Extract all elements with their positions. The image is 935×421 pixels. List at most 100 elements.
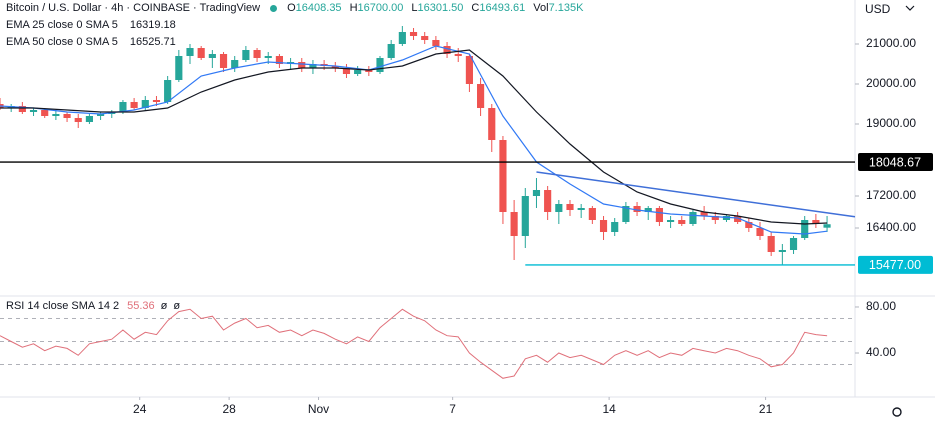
indicator-name: EMA 50 close 0 SMA 5 xyxy=(6,36,118,48)
candle-body xyxy=(599,220,608,232)
rsi-line xyxy=(0,308,828,379)
candle-body xyxy=(409,32,418,36)
candle-body xyxy=(398,32,406,44)
candle-body xyxy=(197,48,205,58)
candle-body xyxy=(745,222,753,228)
rsi-values: 55.36 ø ø xyxy=(127,300,180,312)
rsi-value: 55.36 xyxy=(127,300,155,312)
candle-body xyxy=(655,208,663,222)
candle-body xyxy=(208,54,216,58)
candle-body xyxy=(387,44,395,58)
time-tick-label: 7 xyxy=(449,402,456,416)
price-tick-label: 21000.00 xyxy=(866,36,916,50)
candle-body xyxy=(253,50,261,58)
symbol-legend: Bitcoin / U.S. Dollar · 4h · COINBASE · … xyxy=(6,2,583,14)
indicator-legend: EMA 25 close 0 SMA 5 16319.18 xyxy=(6,19,176,31)
ohlc-item: O 16408.35 xyxy=(287,2,341,14)
ohlc-label: L xyxy=(411,2,418,14)
candle-body xyxy=(622,206,630,222)
time-tick-label: 24 xyxy=(133,402,147,416)
indicator-value: 16525.71 xyxy=(129,36,176,48)
ohlc-item: L 16301.50 xyxy=(411,2,463,14)
candle-body xyxy=(588,208,596,220)
candle-body xyxy=(219,54,228,68)
level-label-box xyxy=(858,153,933,172)
time-tick-label: Nov xyxy=(308,402,329,416)
candle-body xyxy=(611,222,619,232)
currency-arrow[interactable] xyxy=(905,5,915,11)
rsi-legend: RSI 14 close SMA 14 2 55.36 ø ø xyxy=(6,300,180,312)
ema-line xyxy=(0,49,828,225)
candle-body xyxy=(175,56,183,80)
candle-body xyxy=(711,216,719,220)
settings-icon[interactable] xyxy=(892,407,902,417)
ohlc-label: H xyxy=(349,2,358,14)
candle-body xyxy=(488,108,496,140)
candle-body xyxy=(119,102,127,112)
candle-body xyxy=(309,64,317,68)
time-tick-label: 21 xyxy=(759,402,773,416)
candle-body xyxy=(532,190,541,196)
price-tick-label: 19000.00 xyxy=(866,116,916,130)
candle-body xyxy=(555,204,563,212)
ohlc-item: Vol 7.135K xyxy=(533,2,583,14)
candle-body xyxy=(29,110,38,112)
candle-body xyxy=(152,100,161,102)
indicator-legend: EMA 50 close 0 SMA 5 16525.71 xyxy=(6,36,176,48)
rsi-value: ø xyxy=(173,300,181,312)
candle-body xyxy=(41,110,49,116)
ohlc-value: 7.135K xyxy=(548,2,584,14)
ohlc-value: 16700.00 xyxy=(357,2,404,14)
symbol-title: Bitcoin / U.S. Dollar · 4h · COINBASE · … xyxy=(6,2,261,14)
candle-body xyxy=(544,190,552,212)
candle-body xyxy=(298,62,306,68)
candle-body xyxy=(164,80,172,102)
candle-body xyxy=(700,212,708,216)
time-tick-label: 28 xyxy=(222,402,236,416)
price-tick-label: 20000.00 xyxy=(866,76,916,90)
candle-body xyxy=(85,116,93,122)
candle-body xyxy=(678,220,686,224)
candle-body xyxy=(689,212,697,224)
status-dot xyxy=(270,4,278,12)
price-tick-label: 17200.00 xyxy=(866,188,916,202)
candle-body xyxy=(331,66,339,68)
gear[interactable] xyxy=(892,407,902,417)
candle-body xyxy=(242,50,250,60)
candle-body xyxy=(499,140,507,212)
candle-body xyxy=(722,216,731,220)
trendline xyxy=(536,171,856,218)
candle-body xyxy=(275,56,283,64)
candle-body xyxy=(231,60,239,68)
candle-body xyxy=(454,54,462,56)
ohlc-value: 16493.61 xyxy=(479,2,526,14)
rsi-tick-label: 40.00 xyxy=(866,345,896,359)
candle-body xyxy=(97,114,105,116)
ohlc-value: 16301.50 xyxy=(417,2,464,14)
candle-body xyxy=(186,48,194,56)
ohlc-legend: O 16408.35 H 16700.00 L 16301.50 C 16493.61 Vol 7… xyxy=(287,2,583,14)
candle-body xyxy=(566,204,574,210)
candle-body xyxy=(18,106,26,112)
candle-body xyxy=(443,46,451,54)
rsi-tick-label: 80.00 xyxy=(866,299,896,313)
time-tick-label: 14 xyxy=(602,402,616,416)
candle-body xyxy=(823,224,831,228)
candle-body xyxy=(667,220,675,222)
candle-body xyxy=(778,250,786,252)
level-label: 18048.67 xyxy=(869,155,921,169)
currency-label: USD xyxy=(865,2,891,16)
ohlc-item: C 16493.61 xyxy=(471,2,525,14)
level-label-box xyxy=(858,255,933,274)
candle-body xyxy=(465,56,473,84)
candle-body xyxy=(365,70,373,72)
candle-body xyxy=(52,114,60,116)
ema-line xyxy=(0,45,828,235)
candle-body xyxy=(521,196,529,236)
price-tick-label: 16400.00 xyxy=(866,220,916,234)
candle-body xyxy=(812,220,820,224)
candle-body xyxy=(432,40,440,46)
ohlc-label: Vol xyxy=(533,2,549,14)
